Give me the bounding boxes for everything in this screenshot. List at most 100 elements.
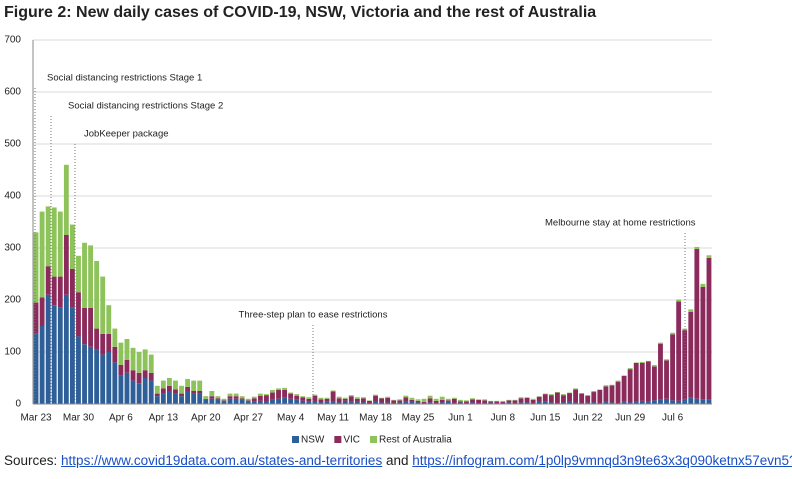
bar-segment xyxy=(603,386,609,402)
bar-segment xyxy=(409,399,415,402)
bar-segment xyxy=(591,392,597,403)
bar-segment xyxy=(379,402,385,404)
bar-segment xyxy=(69,268,75,308)
bar-segment xyxy=(451,402,457,404)
bar-segment xyxy=(385,402,391,404)
bar-segment xyxy=(488,400,494,402)
bar-segment xyxy=(263,401,269,404)
bar-segment xyxy=(185,379,191,387)
bar-segment xyxy=(130,347,136,371)
bar-segment xyxy=(51,276,57,306)
bar-segment xyxy=(215,396,221,399)
bar-segment xyxy=(561,394,566,396)
bar-segment xyxy=(664,360,669,399)
bar-segment xyxy=(197,393,203,404)
bar-segment xyxy=(294,399,300,404)
bar-segment xyxy=(294,395,300,400)
bar-segment xyxy=(615,381,621,403)
x-tick-label: May 25 xyxy=(402,413,435,424)
bar-segment xyxy=(518,402,524,404)
bar-segment xyxy=(651,400,657,404)
bar-segment xyxy=(306,398,312,402)
bar-segment xyxy=(597,402,603,404)
bar-segment xyxy=(354,401,360,404)
bar-segment xyxy=(700,287,706,400)
bar-segment xyxy=(421,398,427,402)
bar-segment xyxy=(166,378,172,386)
bar-segment xyxy=(270,389,275,393)
bar-segment xyxy=(160,393,166,404)
bar-segment xyxy=(39,297,45,326)
bar-segment xyxy=(530,398,536,400)
bar-segment xyxy=(579,402,585,404)
bar-segment xyxy=(94,328,100,350)
bar-segment xyxy=(360,398,366,403)
bar-segment xyxy=(694,249,700,399)
bar-segment xyxy=(506,400,512,403)
bar-segment xyxy=(651,366,657,401)
bar-segment xyxy=(179,396,184,404)
bar-segment xyxy=(239,398,245,400)
bar-segment xyxy=(257,400,263,404)
bar-segment xyxy=(276,398,281,404)
bar-segment xyxy=(257,393,263,396)
bar-segment xyxy=(342,398,348,401)
bar-segment xyxy=(397,399,403,401)
bar-segment xyxy=(603,385,609,387)
bar-segment xyxy=(415,399,421,401)
bar-segment xyxy=(82,307,87,345)
bar-segment xyxy=(445,400,451,402)
bar-segment xyxy=(536,396,542,402)
bar-segment xyxy=(118,365,124,376)
bar-segment xyxy=(542,394,548,402)
bar-segment xyxy=(439,396,445,400)
x-tick-label: Jun 8 xyxy=(491,413,516,424)
bar-segment xyxy=(300,400,306,404)
legend-swatch xyxy=(292,436,299,443)
bar-segment xyxy=(112,362,118,404)
bar-segment xyxy=(173,389,178,394)
bar-segment xyxy=(676,400,682,404)
x-tick-label: Jun 15 xyxy=(530,413,560,424)
bar-segment xyxy=(227,396,233,399)
bar-segment xyxy=(694,246,700,250)
bar-segment xyxy=(518,397,524,399)
bar-segment xyxy=(203,396,209,399)
bar-segment xyxy=(615,380,621,382)
bar-segment xyxy=(33,333,39,404)
bar-segment xyxy=(567,392,572,394)
bar-segment xyxy=(348,401,354,404)
bar-segment xyxy=(118,342,124,365)
bar-segment xyxy=(191,393,197,404)
y-tick-label: 100 xyxy=(4,347,21,358)
bar-segment xyxy=(336,402,342,404)
bar-segment xyxy=(658,343,663,400)
bar-segment xyxy=(403,401,409,404)
bar-segment xyxy=(427,395,433,399)
bar-segment xyxy=(312,394,318,396)
source-link[interactable]: https://www.covid19data.com.au/states-an… xyxy=(61,453,383,468)
bar-segment xyxy=(185,386,191,391)
y-tick-label: 600 xyxy=(4,87,21,98)
bar-segment xyxy=(324,401,330,404)
bar-segment xyxy=(39,326,45,404)
x-tick-label: Apr 6 xyxy=(109,413,133,424)
bar-segment xyxy=(506,399,512,401)
bar-segment xyxy=(530,399,536,403)
bar-segment xyxy=(112,328,118,347)
bar-segment xyxy=(403,395,409,398)
bar-segment xyxy=(470,402,475,404)
bar-segment xyxy=(191,380,197,391)
bar-segment xyxy=(179,393,184,397)
source-link[interactable]: https://infogram.com/1p0lp9vmnqd3n9te63x… xyxy=(412,453,792,468)
legend-label: Rest of Australia xyxy=(379,435,452,446)
bar-segment xyxy=(706,399,712,404)
bar-segment xyxy=(542,393,548,395)
bar-segment xyxy=(706,257,712,400)
bar-segment xyxy=(700,399,706,404)
bar-segment xyxy=(209,391,215,397)
bar-segment xyxy=(597,389,603,390)
bar-segment xyxy=(354,398,360,402)
bar-segment xyxy=(88,346,94,404)
bar-segment xyxy=(257,395,263,401)
